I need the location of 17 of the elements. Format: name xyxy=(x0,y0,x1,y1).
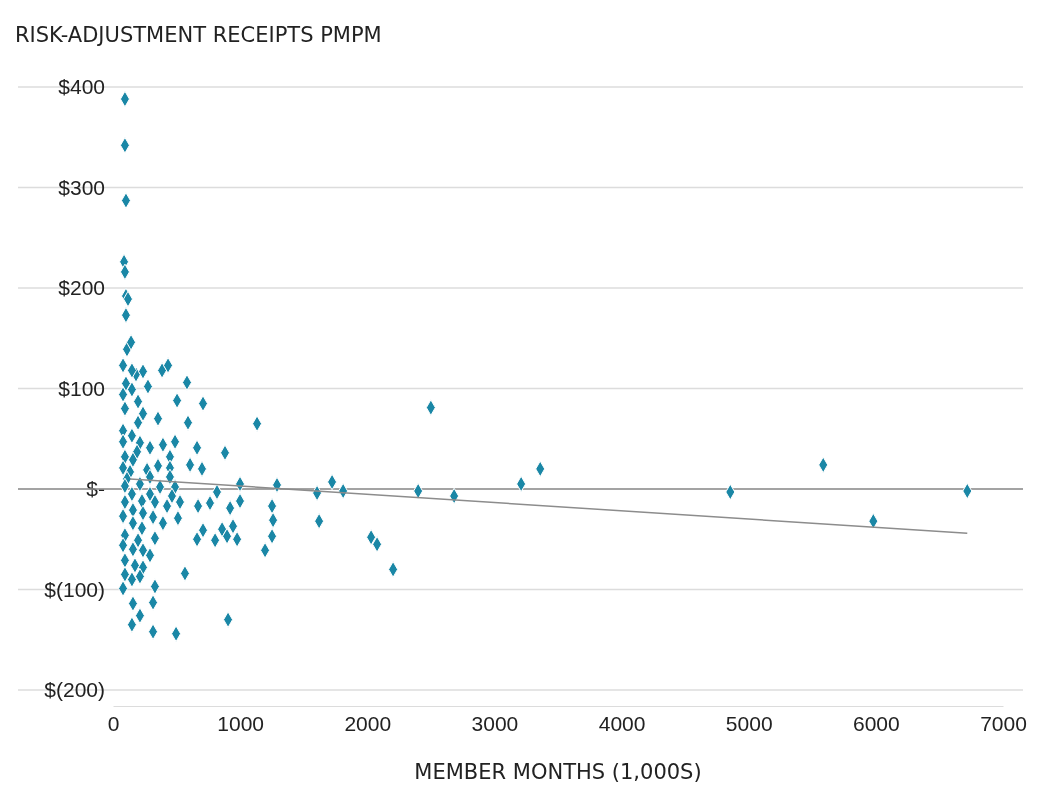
x-tick-label: 3000 xyxy=(471,711,519,735)
x-tick-label: 2000 xyxy=(344,711,392,735)
x-tick-label: 5000 xyxy=(725,711,773,735)
x-tick-label: 7000 xyxy=(980,711,1027,735)
x-tick-label: 1000 xyxy=(217,711,264,735)
y-tick-label: $300 xyxy=(58,175,105,199)
x-tick-label: 6000 xyxy=(853,711,900,735)
y-tick-label: $200 xyxy=(58,276,105,300)
y-tick-label: $100 xyxy=(58,376,105,400)
y-axis-title: RISK-ADJUSTMENT RECEIPTS PMPM xyxy=(15,23,382,47)
x-tick-label: 0 xyxy=(107,711,120,735)
y-tick-label: $(200) xyxy=(44,678,105,702)
y-tick-label: $400 xyxy=(58,75,105,99)
y-tick-label: $- xyxy=(86,477,105,501)
x-axis-title: MEMBER MONTHS (1,000S) xyxy=(414,760,702,784)
x-tick-label: 4000 xyxy=(598,711,646,735)
y-tick-label: $(100) xyxy=(44,577,105,601)
